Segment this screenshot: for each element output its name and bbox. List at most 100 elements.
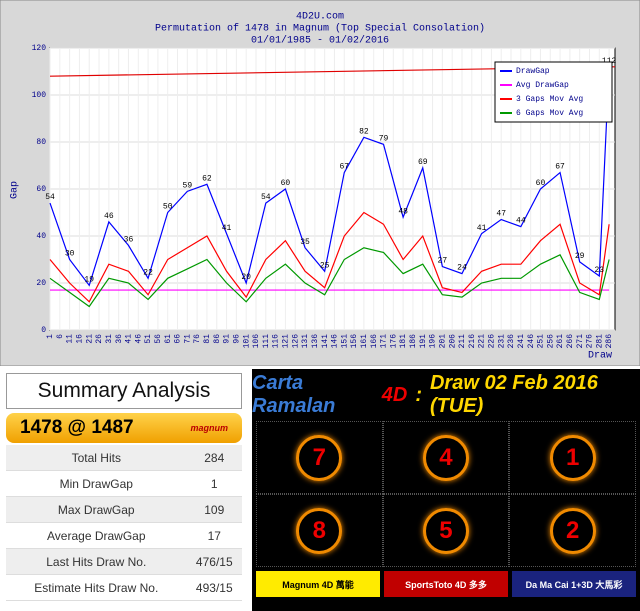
row-value: 284	[186, 445, 242, 471]
x-tick-label: 76	[193, 334, 202, 344]
x-tick-label: 241	[517, 334, 526, 349]
chart: 4D2U.com Permutation of 1478 in Magnum (…	[0, 0, 640, 366]
summary-row: Last Hits Draw No. 476/15	[6, 548, 242, 575]
x-tick-label: 31	[105, 334, 114, 344]
operator: Magnum 4D 萬能	[256, 571, 380, 597]
series-line	[49, 247, 610, 308]
x-tick-label: 246	[527, 334, 536, 349]
data-label: 46	[104, 212, 114, 221]
x-tick-label: 61	[164, 334, 173, 344]
x-tick-label: 286	[605, 334, 614, 349]
data-label: 112	[602, 57, 617, 66]
summary-title: Summary Analysis	[6, 373, 242, 409]
data-label: 67	[555, 163, 565, 172]
x-tick-label: 146	[331, 334, 340, 349]
x-tick-label: 196	[429, 334, 438, 349]
data-label: 41	[477, 224, 487, 233]
x-tick-label: 206	[448, 334, 457, 349]
operator: Da Ma Cai 1+3D 大馬彩	[512, 571, 636, 597]
y-tick-label: 120	[32, 44, 47, 53]
x-tick-label: 166	[370, 334, 379, 349]
y-tick-label: 100	[32, 91, 47, 100]
x-tick-label: 1	[46, 334, 55, 339]
x-tick-label: 86	[213, 334, 222, 344]
x-tick-label: 151	[340, 334, 349, 349]
y-axis-label: Gap	[10, 181, 21, 199]
chart-subtitle: 01/01/1985 - 01/02/2016	[251, 35, 389, 47]
x-tick-label: 91	[223, 334, 232, 344]
title-4d: 4D	[381, 383, 408, 406]
digit-cell: 2	[509, 494, 636, 567]
digit-cell: 5	[382, 494, 510, 567]
series-line	[49, 211, 610, 303]
summary-row: Estimate Hits Draw No. 493/15	[6, 574, 242, 601]
legend-label: DrawGap	[516, 67, 550, 76]
chart-title: Permutation of 1478 in Magnum (Top Speci…	[155, 23, 485, 35]
summary-row: Average DrawGap 17	[6, 522, 242, 549]
summary-row: Min DrawGap 1	[6, 470, 242, 497]
y-tick-label: 0	[41, 326, 46, 335]
row-value: 17	[186, 522, 242, 549]
title: Carta Ramalan	[252, 372, 336, 417]
forecast-panel: Carta Ramalan 4D : Draw 02 Feb 2016 (TUE…	[252, 369, 640, 611]
summary-header: 1478 @ 1487 magnum	[6, 413, 242, 443]
logo: magnum	[190, 423, 228, 433]
digit: 2	[549, 507, 596, 554]
x-tick-label: 71	[183, 334, 192, 344]
digit: 1	[549, 434, 596, 481]
operator: SportsToto 4D 多多	[384, 571, 508, 597]
legend: DrawGap Avg DrawGap 3 Gaps Mov Avg 6 Gaps M…	[494, 61, 613, 123]
x-tick-label: 16	[76, 334, 85, 344]
digit: 8	[296, 507, 343, 554]
data-label: 23	[595, 266, 605, 275]
summary-row: Total Hits 284	[6, 445, 242, 471]
data-label: 27	[438, 257, 448, 266]
x-tick-label: 181	[399, 334, 408, 349]
x-tick-label: 221	[478, 334, 487, 349]
x-tick-label: 96	[232, 334, 241, 344]
data-label: 29	[575, 252, 585, 261]
x-tick-label: 66	[174, 334, 183, 344]
data-label: 30	[65, 250, 75, 259]
operators: Magnum 4D 萬能 SportsToto 4D 多多 Da Ma Cai …	[256, 571, 636, 597]
x-axis-label: Draw	[588, 351, 612, 362]
data-label: 19	[84, 275, 94, 284]
x-tick-label: 56	[154, 334, 163, 344]
digit-grid: 7 4 1 8 5 2	[256, 421, 636, 567]
data-label: 79	[379, 134, 389, 143]
summary-table: Total Hits 284 Min DrawGap 1 Max DrawGap 109 A…	[6, 445, 242, 601]
y-tick-label: 40	[36, 232, 46, 241]
data-label: 50	[163, 203, 173, 212]
x-tick-label: 226	[488, 334, 497, 349]
digit: 4	[422, 434, 469, 481]
x-tick-label: 256	[546, 334, 555, 349]
data-label: 44	[516, 217, 526, 226]
x-tick-label: 81	[203, 334, 212, 344]
x-tick-label: 111	[262, 334, 271, 349]
x-tick-label: 136	[311, 334, 320, 349]
x-tick-label: 176	[389, 334, 398, 349]
x-tick-label: 36	[115, 334, 124, 344]
data-label: 82	[359, 127, 369, 136]
legend-label: 6 Gaps Mov Avg	[516, 109, 583, 118]
x-tick-label: 106	[252, 334, 261, 349]
x-tick-label: 231	[497, 334, 506, 349]
row-label: Estimate Hits Draw No.	[6, 574, 187, 601]
x-tick-label: 126	[291, 334, 300, 349]
x-tick-label: 236	[507, 334, 516, 349]
x-tick-label: 131	[301, 334, 310, 349]
x-tick-label: 121	[282, 334, 291, 349]
data-label: 60	[281, 179, 291, 188]
x-tick-label: 101	[242, 334, 251, 349]
digit-cell: 8	[256, 494, 383, 567]
x-tick-label: 11	[66, 334, 75, 344]
x-tick-label: 201	[438, 334, 447, 349]
digit: 5	[422, 507, 469, 554]
data-label: 35	[300, 238, 310, 247]
x-tick-label: 216	[468, 334, 477, 349]
data-label: 20	[241, 273, 251, 282]
x-tick-label: 171	[380, 334, 389, 349]
x-tick-label: 261	[556, 334, 565, 349]
x-tick-label: 211	[458, 334, 467, 349]
x-tick-label: 116	[272, 334, 281, 349]
